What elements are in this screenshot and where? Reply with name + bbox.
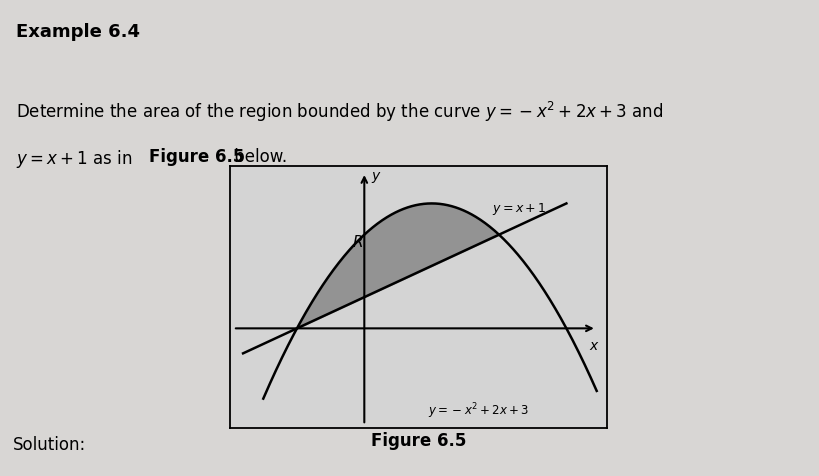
Text: Determine the area of the region bounded by the curve $y = -x^2 + 2x + 3$ and: Determine the area of the region bounded… xyxy=(16,100,663,124)
Text: $R$: $R$ xyxy=(351,233,363,249)
Text: $y=x+1$: $y=x+1$ xyxy=(491,201,546,217)
Text: $y=-x^2+2x+3$: $y=-x^2+2x+3$ xyxy=(428,400,528,420)
Text: $y$: $y$ xyxy=(370,170,382,185)
Text: $y = x + 1$ as in: $y = x + 1$ as in xyxy=(16,148,134,169)
Text: Figure 6.5: Figure 6.5 xyxy=(148,148,244,166)
Text: Figure 6.5: Figure 6.5 xyxy=(370,431,465,449)
Text: Example 6.4: Example 6.4 xyxy=(16,23,140,41)
Text: $x$: $x$ xyxy=(589,338,600,352)
Text: Solution:: Solution: xyxy=(13,436,86,454)
Text: below.: below. xyxy=(229,148,287,166)
